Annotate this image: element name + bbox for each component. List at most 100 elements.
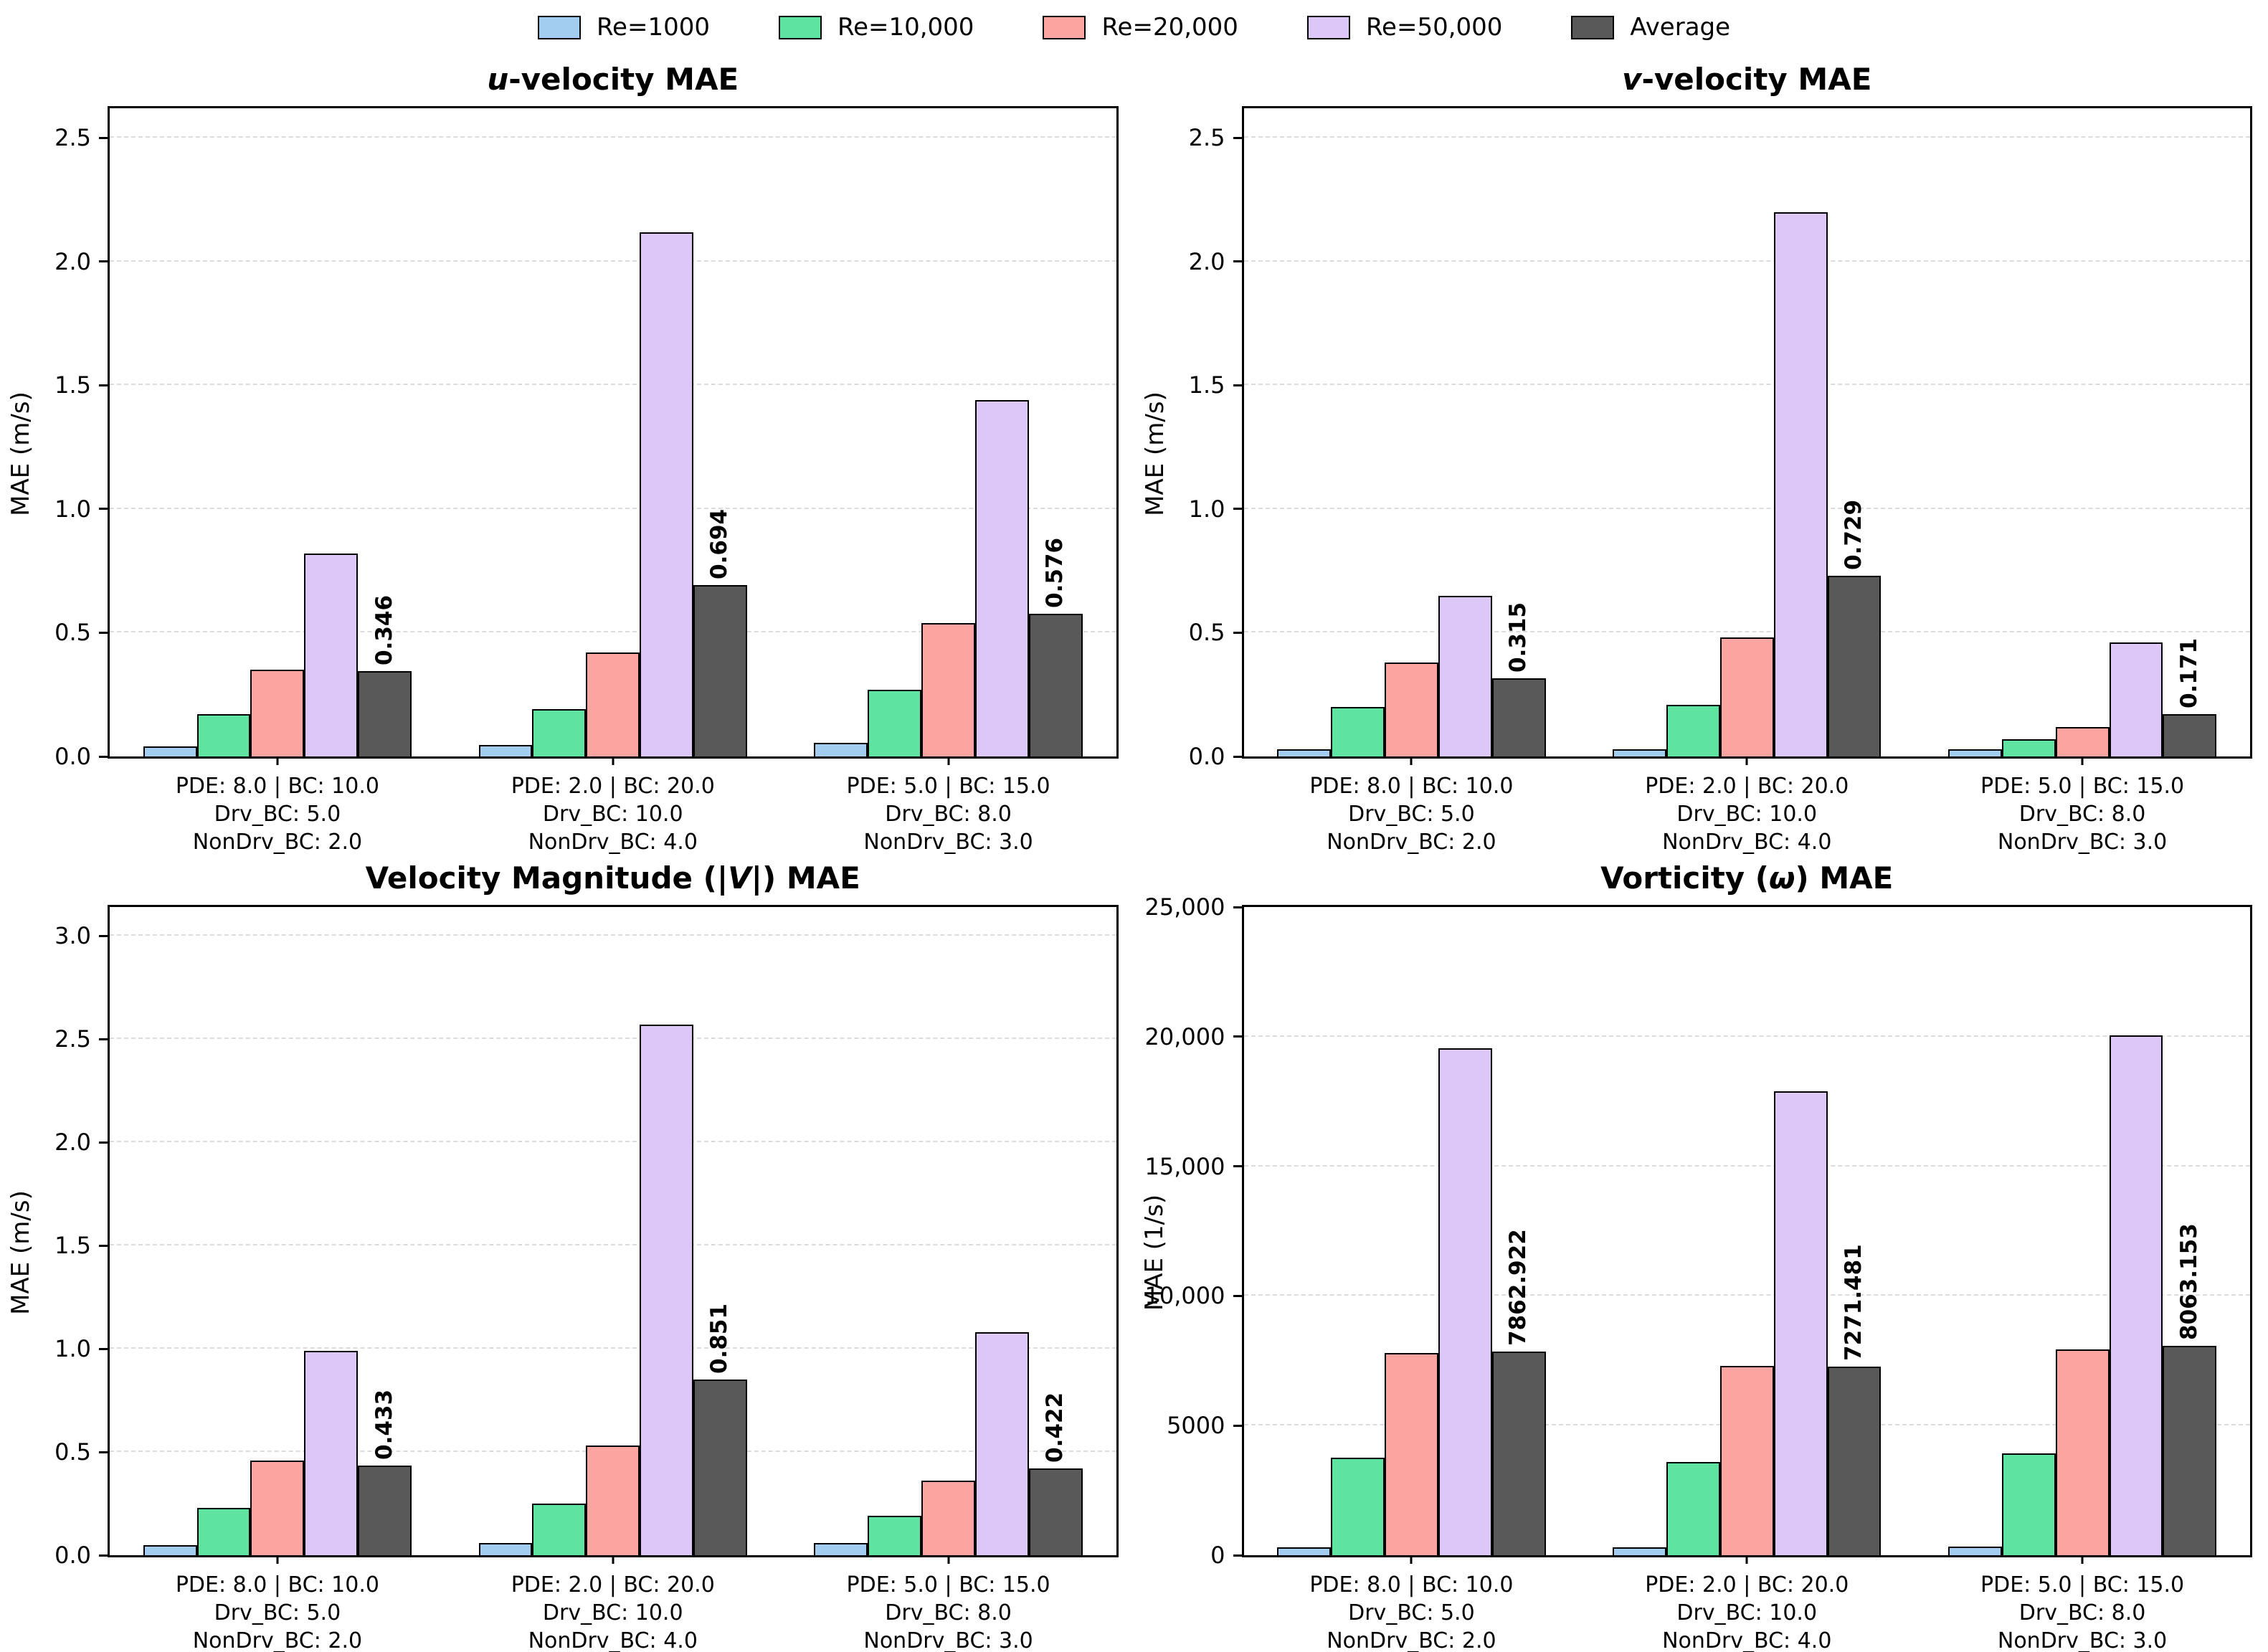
y-tick-label: 0.5	[54, 1438, 91, 1466]
y-tick-label: 0.0	[54, 743, 91, 770]
bar-re50000	[304, 1350, 359, 1555]
legend-item-1: Re=1000	[537, 13, 710, 42]
legend-swatch-icon	[1571, 15, 1615, 39]
y-axis-label-text: MAE (m/s)	[6, 391, 36, 516]
x-category-line: Drv_BC: 8.0	[2018, 1600, 2146, 1625]
chart-title: v-velocity MAE	[1242, 62, 2253, 97]
legend-label: Re=20,000	[1101, 13, 1238, 42]
bar-average	[358, 670, 412, 756]
bar-re1000	[1947, 1547, 2002, 1555]
x-category-line: Drv_BC: 10.0	[1676, 802, 1818, 827]
x-category-line: NonDrv_BC: 3.0	[1997, 830, 2168, 855]
y-tick-label: 2.0	[54, 247, 91, 275]
y-tick-label: 0.5	[54, 619, 91, 647]
y-tick-label: 20,000	[1144, 1022, 1225, 1050]
y-tick-mark	[1233, 260, 1242, 263]
y-tick-label: 1.0	[1188, 495, 1225, 523]
x-category-label: PDE: 8.0 | BC: 10.0 Drv_BC: 5.0 NonDrv_BC:…	[176, 1571, 379, 1652]
x-tick-mark	[276, 1555, 279, 1564]
y-tick-label: 2.5	[54, 1025, 91, 1053]
average-value-text: 0.576	[1042, 538, 1068, 609]
x-category-line: Drv_BC: 5.0	[214, 1600, 341, 1625]
y-axis-label: MAE (m/s)	[4, 853, 37, 1652]
chart-title-segment: ω	[1769, 860, 1795, 896]
bar-average	[1827, 1367, 1882, 1555]
x-category-line: PDE: 2.0 | BC: 20.0	[1645, 1572, 1849, 1598]
y-tick-label: 1.0	[54, 1335, 91, 1363]
gridline	[110, 934, 1116, 936]
chart-title-segment: -velocity MAE	[1641, 62, 1872, 97]
x-category-label: PDE: 5.0 | BC: 15.0 Drv_BC: 8.0 NonDrv_BC:…	[847, 772, 1050, 856]
y-tick-mark	[1233, 1035, 1242, 1038]
y-tick-mark	[1233, 1424, 1242, 1427]
legend-swatch-icon	[1043, 15, 1086, 39]
y-tick-mark	[1233, 1554, 1242, 1557]
legend-label: Average	[1630, 13, 1731, 42]
chart-title-segment: -velocity MAE	[508, 62, 739, 97]
gridline	[110, 1141, 1116, 1143]
gridline	[110, 1347, 1116, 1349]
x-tick-mark	[2081, 1555, 2084, 1564]
bar-average	[358, 1466, 412, 1555]
y-axis-label-text: MAE (m/s)	[1140, 391, 1169, 516]
y-axis-label: MAE (m/s)	[4, 54, 37, 853]
x-tick-mark	[1745, 756, 1748, 765]
x-category-line: Drv_BC: 8.0	[885, 1600, 1012, 1625]
y-tick-label: 0.0	[1188, 743, 1225, 770]
x-category-line: NonDrv_BC: 3.0	[863, 1628, 1033, 1652]
bar-re20000	[921, 1481, 975, 1555]
chart-v-velocity-mae: v-velocity MAE MAE (m/s) 0.0 0.5 1.0 1.5 2.0 2.…	[1134, 54, 2268, 855]
y-tick-label: 3.0	[54, 922, 91, 950]
gridline	[110, 384, 1116, 386]
y-axis-label: MAE (m/s)	[1139, 54, 1172, 853]
average-value-text: 0.729	[1840, 500, 1866, 571]
x-category-line: NonDrv_BC: 4.0	[528, 1628, 698, 1652]
x-tick-mark	[2081, 756, 2084, 765]
legend-swatch-icon	[778, 15, 822, 39]
y-tick-mark	[99, 934, 108, 937]
x-category-line: NonDrv_BC: 3.0	[1997, 1628, 2168, 1652]
legend-item-3: Re=20,000	[1043, 13, 1238, 42]
y-tick-label: 2.5	[54, 124, 91, 152]
bar-re50000	[1773, 1091, 1828, 1555]
charts-grid: u-velocity MAE MAE (m/s) 0.0 0.5 1.0 1.5 2.0 2.…	[0, 54, 2268, 1652]
chart-title-segment: ) MAE	[1795, 860, 1894, 896]
gridline	[1243, 631, 2250, 633]
average-value-text: 7271.481	[1840, 1244, 1866, 1362]
bar-re10000	[868, 689, 922, 756]
y-tick-mark	[1233, 136, 1242, 139]
bar-re50000	[2109, 642, 2163, 756]
chart-title: u-velocity MAE	[108, 62, 1119, 97]
chart-vorticity-mae: Vorticity (ω) MAE MAE (1/s) 0 5000 10,000 15,…	[1134, 853, 2268, 1652]
bar-re10000	[532, 1504, 587, 1555]
x-tick-mark	[1745, 1555, 1748, 1564]
bar-re1000	[478, 1542, 533, 1555]
bar-re10000	[1331, 1458, 1385, 1555]
x-category-label: PDE: 5.0 | BC: 15.0 Drv_BC: 8.0 NonDrv_BC:…	[847, 1571, 1050, 1652]
y-axis-label: MAE (1/s)	[1139, 853, 1172, 1652]
x-category-line: NonDrv_BC: 4.0	[1662, 1628, 1832, 1652]
y-tick-mark	[1233, 906, 1242, 908]
bar-re50000	[975, 1332, 1029, 1555]
y-tick-mark	[99, 755, 108, 758]
bar-re1000	[814, 1542, 868, 1555]
x-category-label: PDE: 5.0 | BC: 15.0 Drv_BC: 8.0 NonDrv_BC:…	[1980, 1571, 2184, 1652]
average-value-text: 0.315	[1505, 602, 1532, 673]
y-tick-mark	[99, 260, 108, 263]
bar-average	[1491, 1351, 1546, 1555]
gridline	[1243, 260, 2250, 262]
chart-title-segment: |) MAE	[751, 860, 860, 896]
x-category-line: PDE: 2.0 | BC: 20.0	[511, 1572, 715, 1598]
bar-re10000	[1666, 1461, 1720, 1555]
gridline	[1243, 1294, 2250, 1296]
bar-re50000	[640, 1025, 694, 1555]
x-category-line: PDE: 5.0 | BC: 15.0	[846, 774, 1050, 799]
bar-re20000	[1719, 1366, 1774, 1555]
y-tick-label: 0.5	[1188, 619, 1225, 647]
x-tick-mark	[947, 1555, 950, 1564]
bar-average	[1491, 678, 1546, 756]
y-tick-label: 1.5	[54, 371, 91, 399]
x-category-line: NonDrv_BC: 4.0	[1662, 830, 1832, 855]
x-tick-mark	[947, 756, 950, 765]
